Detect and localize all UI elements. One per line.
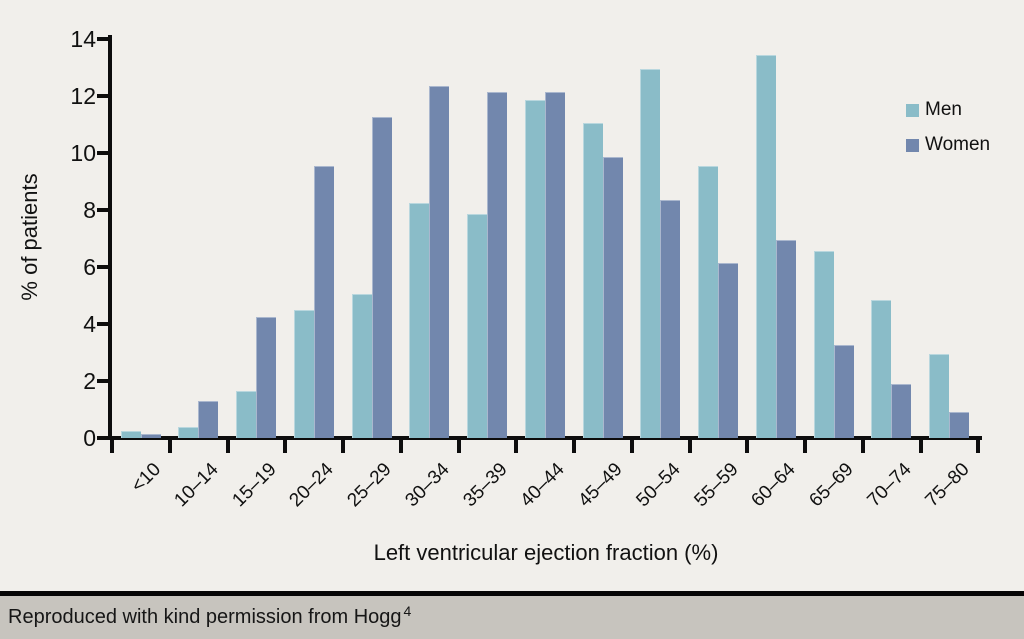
bar-women-20–24 <box>313 165 334 438</box>
x-category-label-<10: <10 <box>127 459 165 497</box>
y-tick-label-12: 12 <box>70 83 96 109</box>
x-category-label-60–64: 60–64 <box>747 459 801 512</box>
x-tick-2 <box>225 440 230 453</box>
bar-women-65–69 <box>833 345 854 438</box>
legend-label-women: Women <box>925 134 991 155</box>
y-tick-label-0: 0 <box>83 425 96 451</box>
x-category-label-10–14: 10–14 <box>170 459 223 512</box>
legend-label-men: Men <box>925 99 962 120</box>
legend-item-men: Men <box>906 100 990 120</box>
x-axis-line <box>108 436 982 440</box>
x-category-label-75–80: 75–80 <box>921 459 974 512</box>
x-tick-6 <box>456 440 461 453</box>
caption-divider-line <box>0 591 1024 596</box>
y-axis-line <box>108 35 112 440</box>
caption-strip: Reproduced with kind permission from Hog… <box>0 596 1024 639</box>
y-tick-10 <box>97 151 108 155</box>
bar-women-45–49 <box>602 157 623 438</box>
x-tick-5 <box>398 440 403 453</box>
bar-men-30–34 <box>409 202 430 438</box>
y-tick-12 <box>97 94 108 98</box>
x-category-label-30–34: 30–34 <box>401 459 454 512</box>
y-tick-label-6: 6 <box>83 254 96 280</box>
x-category-label-35–39: 35–39 <box>459 459 512 512</box>
x-axis-title: Left ventricular ejection fraction (%) <box>373 540 719 565</box>
bar-women-55–59 <box>718 262 738 438</box>
bar-men-45–49 <box>582 123 603 438</box>
legend-swatch-men-icon <box>906 103 919 117</box>
bar-women-<10 <box>140 433 161 438</box>
bar-men-50–54 <box>640 68 661 438</box>
bar-women-75–80 <box>949 412 969 438</box>
x-tick-8 <box>572 440 576 453</box>
x-category-label-20–24: 20–24 <box>285 459 339 512</box>
bar-women-50–54 <box>660 200 681 438</box>
x-tick-3 <box>283 440 288 453</box>
bar-men-10–14 <box>178 426 199 438</box>
bar-women-40–44 <box>544 91 565 438</box>
y-tick-label-4: 4 <box>83 311 96 337</box>
bar-women-70–74 <box>891 383 912 438</box>
x-category-label-70–74: 70–74 <box>863 459 916 512</box>
y-tick-14 <box>97 37 108 41</box>
bar-men-20–24 <box>293 309 314 438</box>
bar-men-55–59 <box>698 165 718 438</box>
bar-women-30–34 <box>429 86 450 438</box>
y-tick-6 <box>97 265 108 269</box>
legend: Men Women <box>906 100 990 170</box>
bar-women-10–14 <box>198 400 219 438</box>
x-category-label-65–69: 65–69 <box>805 459 858 512</box>
x-category-label-40–44: 40–44 <box>516 459 570 512</box>
x-tick-1 <box>167 440 172 453</box>
bar-women-25–29 <box>371 117 392 438</box>
x-category-label-55–59: 55–59 <box>690 459 743 512</box>
x-category-label-45–49: 45–49 <box>574 459 627 512</box>
x-tick-15 <box>976 440 981 453</box>
x-tick-9 <box>629 440 634 453</box>
bar-women-15–19 <box>256 316 276 438</box>
bar-men-25–29 <box>351 294 372 438</box>
x-tick-0 <box>110 440 114 453</box>
bar-men-<10 <box>120 430 141 438</box>
x-tick-14 <box>918 440 923 453</box>
y-tick-2 <box>97 379 108 383</box>
bar-men-65–69 <box>813 251 834 438</box>
bar-men-40–44 <box>524 100 545 438</box>
legend-item-women: Women <box>906 135 990 155</box>
bar-women-35–39 <box>487 91 507 438</box>
x-tick-10 <box>687 440 692 453</box>
bar-men-15–19 <box>236 390 256 438</box>
x-category-label-25–29: 25–29 <box>343 459 396 512</box>
bar-women-60–64 <box>775 239 796 438</box>
caption-text: Reproduced with kind permission from Hog… <box>8 606 402 628</box>
bar-men-35–39 <box>467 214 487 438</box>
y-tick-4 <box>97 322 108 326</box>
y-tick-0 <box>97 436 108 440</box>
y-tick-label-10: 10 <box>70 140 96 166</box>
y-tick-label-14: 14 <box>70 26 96 52</box>
x-tick-4 <box>341 440 345 453</box>
bar-men-60–64 <box>755 54 776 438</box>
x-category-label-50–54: 50–54 <box>632 459 685 512</box>
bar-men-70–74 <box>871 299 892 438</box>
bar-men-75–80 <box>929 353 949 438</box>
x-tick-7 <box>514 440 519 453</box>
x-tick-12 <box>803 440 807 453</box>
x-category-label-15–19: 15–19 <box>228 459 281 512</box>
y-tick-8 <box>97 208 108 212</box>
caption-superscript: 4 <box>403 602 412 619</box>
legend-swatch-women-icon <box>906 138 919 152</box>
y-axis-title: % of patients <box>17 173 42 301</box>
y-tick-label-8: 8 <box>83 197 96 223</box>
x-tick-11 <box>745 440 750 453</box>
y-tick-label-2: 2 <box>83 368 96 394</box>
x-tick-13 <box>860 440 865 453</box>
